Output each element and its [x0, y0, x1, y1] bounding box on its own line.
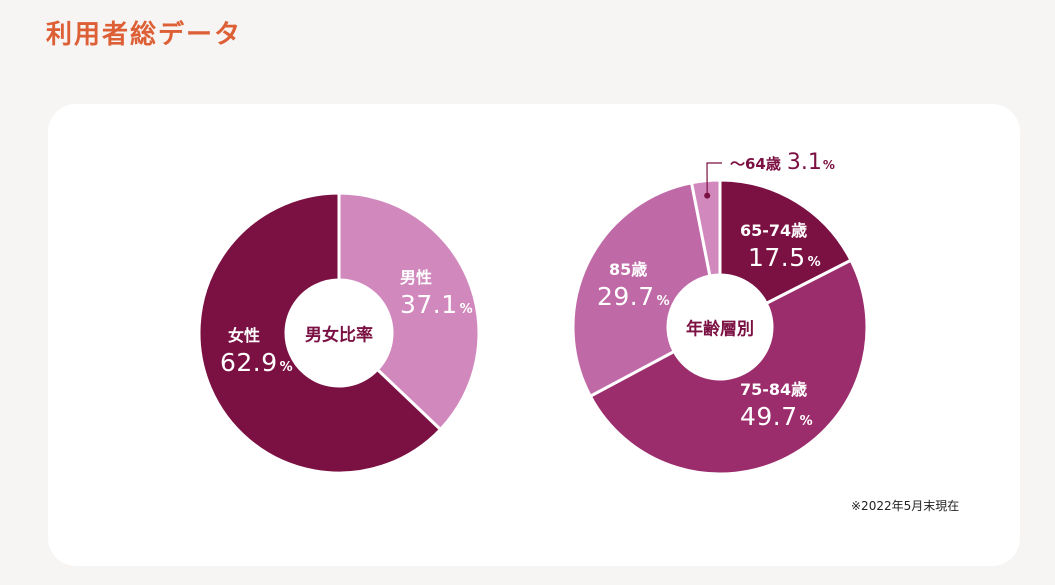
age-85-label: 85歳 29.7%: [597, 260, 670, 311]
footnote: ※2022年5月末現在: [851, 499, 960, 513]
gender-center-label: 男女比率: [305, 325, 373, 346]
age-under64-slice: [689, 178, 722, 278]
age-65-74-value: 17.5: [748, 243, 806, 272]
age-75-84-category: 75-84歳: [740, 380, 808, 399]
page-title: 利用者総データ: [46, 20, 243, 50]
age-75-84-unit: %: [799, 414, 813, 429]
age-85-category: 85歳: [609, 260, 648, 279]
age-65-74-unit: %: [807, 255, 821, 270]
gender-male-unit: %: [459, 302, 473, 317]
age-75-84-label: 75-84歳 49.7%: [740, 380, 813, 431]
age-under64-callout-dot: [704, 192, 711, 199]
age-under64-value: 3.1: [786, 150, 822, 175]
gender-female-label: 女性 62.9%: [220, 326, 293, 377]
gender-female-value: 62.9: [220, 348, 278, 377]
age-donut: [571, 178, 869, 476]
age-under64-callout: ～64歳 3.1%: [730, 152, 835, 174]
gender-male-category: 男性: [400, 268, 433, 287]
gender-donut: [197, 191, 481, 475]
age-center-label: 年齢層別: [686, 319, 754, 340]
age-65-74-category: 65-74歳: [740, 221, 808, 240]
age-under64-callout-line: [706, 162, 722, 196]
age-75-84-slice: [588, 258, 869, 476]
age-65-74-label: 65-74歳 17.5%: [740, 221, 821, 272]
gender-male-label: 男性 37.1%: [400, 268, 473, 319]
gender-male-value: 37.1: [400, 290, 458, 319]
gender-female-unit: %: [279, 360, 293, 375]
gender-male-slice: [337, 191, 481, 432]
gender-female-slice: [197, 191, 443, 475]
age-65-74-slice: [718, 178, 853, 306]
age-85-slice: [571, 181, 712, 399]
gender-female-category: 女性: [228, 326, 261, 345]
age-85-unit: %: [656, 294, 670, 309]
age-75-84-value: 49.7: [740, 402, 798, 431]
age-under64-unit: %: [822, 158, 835, 172]
age-under64-category: ～64歳: [730, 155, 781, 173]
age-85-value: 29.7: [597, 282, 655, 311]
